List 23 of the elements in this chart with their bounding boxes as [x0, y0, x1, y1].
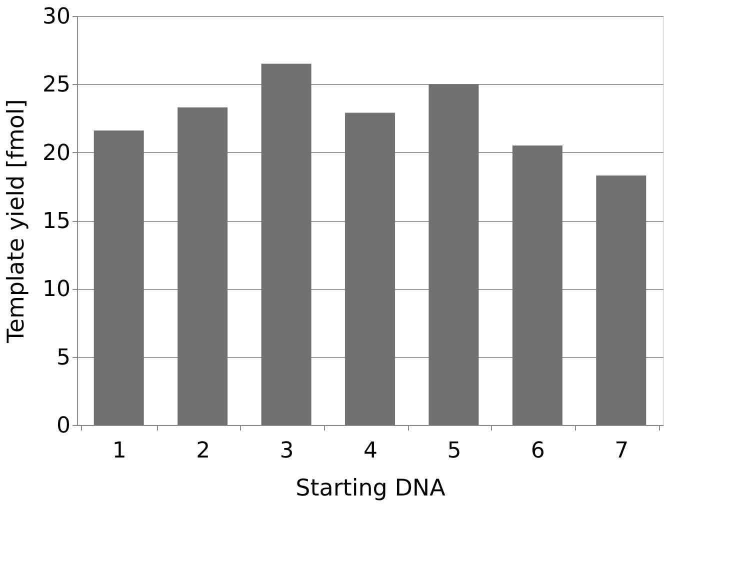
bar: [94, 130, 144, 425]
y-tick-label: 30: [42, 4, 70, 30]
y-tick-label: 10: [42, 277, 70, 302]
y-tick-label: 15: [42, 209, 70, 234]
x-tick-label: 4: [364, 438, 378, 464]
x-axis-title: Starting DNA: [296, 476, 446, 502]
y-tick-label: 0: [56, 414, 70, 438]
x-tick-label: 1: [112, 438, 126, 464]
bar: [178, 107, 228, 425]
bar: [596, 176, 646, 425]
bar: [512, 146, 562, 425]
y-tick-label: 5: [56, 345, 70, 370]
y-axis-title: Template yield [fmol]: [4, 99, 30, 344]
y-tick-label: 25: [42, 72, 70, 98]
x-tick-label: 2: [196, 438, 210, 464]
x-tick-label: 7: [614, 438, 629, 464]
y-tick-label: 20: [42, 140, 70, 166]
bar: [261, 64, 312, 425]
x-tick-label: 6: [530, 438, 545, 464]
x-tick-label: 5: [447, 438, 462, 464]
bar: [345, 112, 395, 425]
bar: [428, 84, 479, 425]
x-tick-label: 3: [280, 438, 294, 464]
